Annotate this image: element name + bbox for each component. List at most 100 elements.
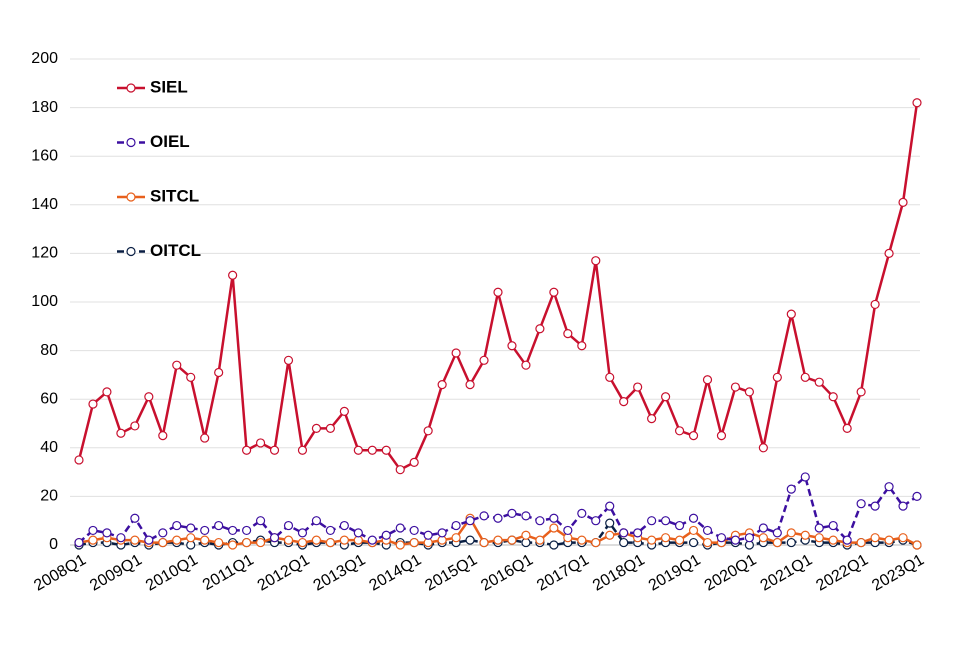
legend-label: OITCL	[150, 241, 201, 260]
legend-marker	[126, 137, 136, 148]
point-marker	[367, 445, 377, 455]
point-marker	[702, 375, 713, 385]
point-marker	[283, 355, 294, 365]
point-marker	[772, 537, 782, 548]
y-tick-label: 180	[31, 99, 58, 116]
point-marker	[200, 433, 210, 443]
point-marker	[870, 533, 880, 543]
legend-label: OIEL	[150, 132, 190, 151]
point-marker	[325, 423, 335, 433]
point-marker	[283, 520, 294, 531]
point-marker	[311, 423, 322, 433]
point-marker	[214, 520, 224, 531]
point-marker	[772, 372, 782, 382]
point-marker	[800, 472, 810, 482]
point-marker	[758, 523, 768, 533]
point-marker	[228, 540, 238, 550]
point-marker	[339, 520, 349, 531]
point-marker	[549, 540, 559, 550]
point-marker	[521, 530, 531, 540]
point-marker	[521, 360, 531, 370]
point-marker	[311, 516, 322, 526]
point-marker	[898, 533, 908, 543]
y-tick-label: 40	[40, 439, 58, 456]
y-tick-label: 0	[49, 536, 58, 553]
y-tick-label: 200	[31, 50, 58, 67]
point-marker	[884, 248, 894, 258]
y-tick-label: 60	[40, 390, 58, 407]
point-marker	[912, 540, 922, 550]
series-line	[77, 102, 919, 472]
point-marker	[605, 518, 615, 528]
point-marker	[688, 537, 699, 548]
point-marker	[521, 511, 531, 521]
point-marker	[814, 523, 824, 533]
point-marker	[577, 535, 587, 545]
point-marker	[702, 537, 713, 548]
y-tick-label: 100	[31, 293, 58, 310]
point-marker	[186, 523, 196, 533]
point-marker	[339, 535, 349, 545]
point-marker	[423, 426, 433, 436]
x-tick-label: 2015Q1	[422, 551, 480, 594]
point-marker	[856, 537, 866, 548]
point-marker	[758, 443, 768, 453]
point-marker	[255, 438, 266, 448]
point-marker	[535, 324, 545, 334]
point-marker	[814, 377, 824, 387]
point-marker	[870, 501, 880, 511]
point-marker	[619, 537, 629, 548]
point-marker	[856, 499, 866, 509]
point-marker	[535, 516, 545, 526]
point-marker	[507, 508, 517, 519]
x-tick-label: 2023Q1	[869, 551, 927, 594]
point-marker	[381, 530, 391, 540]
point-marker	[912, 98, 922, 108]
x-tick-label: 2017Q1	[534, 551, 592, 594]
point-marker	[758, 533, 768, 543]
point-marker	[870, 299, 880, 310]
point-marker	[409, 525, 419, 536]
point-marker	[228, 525, 238, 536]
point-marker	[605, 501, 615, 511]
point-marker	[591, 537, 601, 548]
point-marker	[214, 537, 224, 548]
point-marker	[688, 525, 699, 536]
x-tick-label: 2009Q1	[87, 551, 145, 594]
x-tick-label: 2010Q1	[143, 551, 201, 594]
point-marker	[493, 513, 503, 523]
point-marker	[633, 382, 643, 392]
x-tick-label: 2018Q1	[590, 551, 648, 594]
point-marker	[800, 372, 810, 382]
point-marker	[102, 528, 112, 538]
point-marker	[395, 540, 405, 550]
point-marker	[591, 516, 601, 526]
point-marker	[423, 530, 433, 540]
point-marker	[451, 520, 461, 531]
point-marker	[172, 535, 182, 545]
point-marker	[186, 372, 196, 382]
x-tick-label: 2021Q1	[758, 551, 816, 594]
point-marker	[493, 535, 503, 545]
y-tick-label: 80	[40, 342, 58, 359]
point-marker	[814, 533, 824, 543]
point-marker	[242, 525, 252, 536]
point-marker	[744, 533, 755, 543]
point-marker	[74, 455, 84, 465]
point-marker	[884, 482, 894, 492]
x-tick-label: 2012Q1	[255, 551, 313, 594]
point-marker	[283, 535, 294, 545]
point-marker	[297, 445, 308, 455]
point-marker	[786, 537, 796, 548]
point-marker	[186, 533, 196, 543]
point-marker	[297, 528, 308, 538]
point-marker	[353, 528, 363, 538]
point-marker	[716, 533, 727, 543]
point-marker	[577, 341, 587, 351]
point-marker	[730, 382, 741, 392]
point-marker	[395, 465, 405, 475]
point-marker	[200, 525, 210, 536]
point-marker	[130, 535, 140, 545]
point-marker	[200, 535, 210, 545]
x-tick-label: 2019Q1	[646, 551, 704, 594]
